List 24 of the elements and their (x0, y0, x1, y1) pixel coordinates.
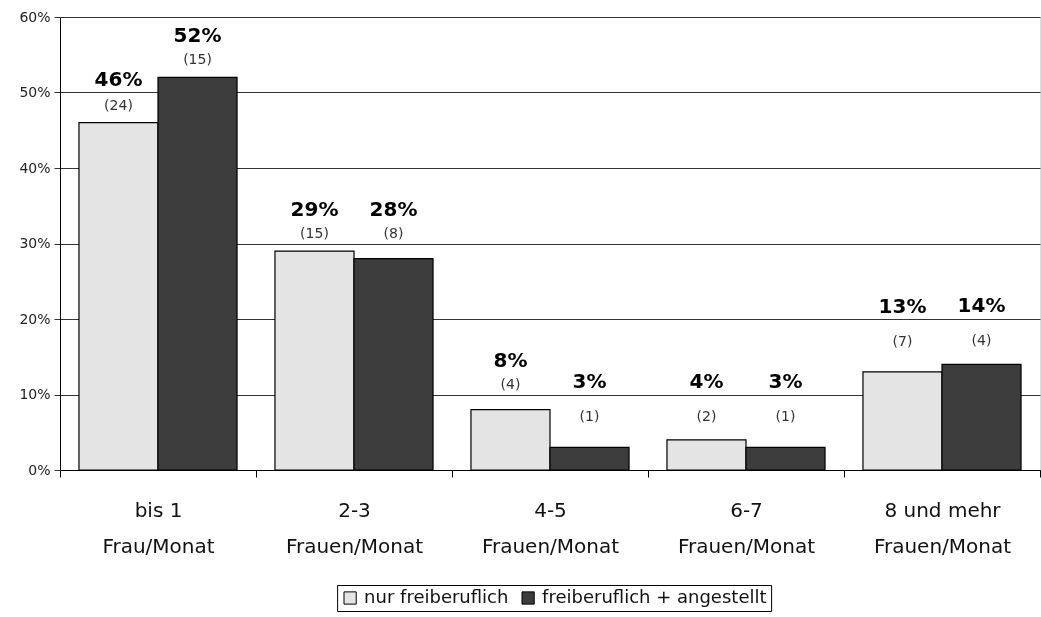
text: 29% (15) (290, 197, 339, 242)
y-tick-label: 10% (19, 386, 51, 402)
data-label: 46% (24) (94, 66, 143, 113)
x-tick-label: 8 und mehr Frauen/Monat (873, 497, 1012, 558)
text: 4% (2) (689, 368, 724, 424)
text: 3% (1) (768, 369, 803, 425)
y-tick-label: 40% (19, 159, 51, 176)
text: 14% (4) (957, 293, 1006, 349)
text: 8% (4) (493, 347, 528, 392)
legend-label: freiberuflich + angestellt (542, 586, 767, 607)
legend-label: nur freiberuflich (364, 586, 509, 607)
y-tick-label: 30% (19, 235, 51, 251)
text: 3% (1) (572, 369, 607, 425)
x-tick-label: bis 1 Frau/Monat (102, 497, 215, 558)
x-tick-label: 2-3 Frauen/Monat (285, 497, 424, 558)
y-tick-label: 50% (19, 84, 51, 100)
text: 13% (7) (878, 293, 927, 349)
text: 28% (8) (369, 196, 418, 241)
y-tick-label: 20% (19, 310, 51, 327)
x-tick-label: 4-5 Frauen/Monat (481, 497, 620, 558)
x-tick-label: 6-7 Frauen/Monat (677, 497, 816, 558)
y-tick-label: 60% (19, 8, 51, 25)
y-tick-label: 0% (28, 461, 51, 478)
text: 52% (15) (173, 23, 222, 68)
